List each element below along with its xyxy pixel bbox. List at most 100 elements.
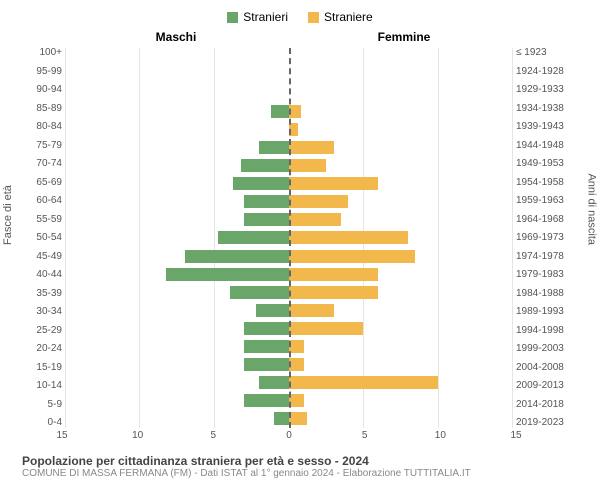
bar-female <box>289 358 304 371</box>
bar-row-male <box>66 141 289 154</box>
bar-male <box>259 141 289 154</box>
bar-female <box>289 177 378 190</box>
bar-row-male <box>66 159 289 172</box>
bar-row-female <box>289 268 512 281</box>
bar-row-female <box>289 286 512 299</box>
bar-female <box>289 286 378 299</box>
chart-legend: Stranieri Straniere <box>22 10 578 24</box>
bar-female <box>289 250 415 263</box>
bar-male <box>218 231 289 244</box>
bar-row-male <box>66 394 289 407</box>
age-group-label: 75-79 <box>22 141 62 151</box>
x-axis: 15105051015 <box>22 430 578 444</box>
age-group-label: 95-99 <box>22 67 62 77</box>
bar-row-female <box>289 358 512 371</box>
chart-title: Popolazione per cittadinanza straniera p… <box>22 454 578 468</box>
bar-male <box>230 286 289 299</box>
swatch-male <box>227 12 238 23</box>
bar-row-male <box>66 412 289 425</box>
bar-row-male <box>66 358 289 371</box>
bar-row-male <box>66 87 289 100</box>
age-group-label: 60-64 <box>22 196 62 206</box>
age-group-label: 45-49 <box>22 252 62 262</box>
age-group-label: 55-59 <box>22 215 62 225</box>
bar-male <box>259 376 289 389</box>
bar-row-female <box>289 69 512 82</box>
age-group-label: 80-84 <box>22 122 62 132</box>
y-axis-title-left: Fasce di età <box>2 185 14 245</box>
bar-row-male <box>66 376 289 389</box>
bar-male <box>233 177 289 190</box>
bar-row-female <box>289 231 512 244</box>
birth-year-label: 1924-1928 <box>516 67 578 77</box>
x-tick-label: 10 <box>132 430 143 441</box>
center-axis-line <box>289 48 291 428</box>
birth-year-label: ≤ 1923 <box>516 48 578 58</box>
birth-year-label: 1974-1978 <box>516 252 578 262</box>
x-tick-label: 0 <box>286 430 292 441</box>
bar-male <box>244 322 289 335</box>
bar-female <box>289 322 363 335</box>
bar-male <box>244 394 289 407</box>
bar-row-female <box>289 87 512 100</box>
bar-row-female <box>289 250 512 263</box>
age-group-label: 100+ <box>22 48 62 58</box>
birth-year-label: 1939-1943 <box>516 122 578 132</box>
birth-year-label: 1979-1983 <box>516 270 578 280</box>
age-group-label: 90-94 <box>22 85 62 95</box>
birth-year-label: 1994-1998 <box>516 326 578 336</box>
bar-female <box>289 412 307 425</box>
y-axis-title-right: Anni di nascita <box>586 173 598 245</box>
chart-area: 100+95-9990-9485-8980-8475-7970-7465-696… <box>22 48 578 428</box>
age-group-label: 30-34 <box>22 307 62 317</box>
age-group-label: 50-54 <box>22 233 62 243</box>
age-group-label: 65-69 <box>22 178 62 188</box>
bar-row-male <box>66 268 289 281</box>
bar-female <box>289 376 438 389</box>
age-group-label: 40-44 <box>22 270 62 280</box>
birth-year-label: 2014-2018 <box>516 400 578 410</box>
age-group-label: 25-29 <box>22 326 62 336</box>
bar-row-male <box>66 123 289 136</box>
birth-year-label: 1954-1958 <box>516 178 578 188</box>
bar-row-male <box>66 340 289 353</box>
legend-label-male: Stranieri <box>243 10 288 24</box>
x-tick-label: 15 <box>56 430 67 441</box>
birth-year-label: 1984-1988 <box>516 289 578 299</box>
birth-year-label: 1929-1933 <box>516 85 578 95</box>
age-group-label: 5-9 <box>22 400 62 410</box>
bar-row-female <box>289 195 512 208</box>
chart-source: COMUNE DI MASSA FERMANA (FM) - Dati ISTA… <box>22 468 578 479</box>
bar-row-female <box>289 123 512 136</box>
header-male: Maschi <box>22 30 290 44</box>
bar-row-female <box>289 159 512 172</box>
bar-male <box>244 213 289 226</box>
bar-row-male <box>66 105 289 118</box>
birth-year-label: 2019-2023 <box>516 418 578 428</box>
birth-year-label: 1934-1938 <box>516 104 578 114</box>
bar-female <box>289 141 334 154</box>
bar-female <box>289 340 304 353</box>
bar-row-female <box>289 340 512 353</box>
bar-male <box>244 340 289 353</box>
bar-female <box>289 394 304 407</box>
column-headers: Maschi Femmine <box>22 30 578 44</box>
bar-male <box>274 412 289 425</box>
bar-row-female <box>289 141 512 154</box>
y-axis-right: ≤ 1923 1924-1928 1929-1933 1934-1938 1939-19… <box>512 48 578 428</box>
bar-row-male <box>66 51 289 64</box>
plot-area <box>66 48 512 428</box>
birth-year-label: 1949-1953 <box>516 159 578 169</box>
bar-row-female <box>289 394 512 407</box>
bar-row-male <box>66 177 289 190</box>
bar-row-male <box>66 322 289 335</box>
age-group-label: 10-14 <box>22 381 62 391</box>
bar-female <box>289 159 326 172</box>
bar-row-male <box>66 304 289 317</box>
bar-male <box>244 195 289 208</box>
age-group-label: 15-19 <box>22 363 62 373</box>
bar-male <box>271 105 289 118</box>
bar-male <box>185 250 289 263</box>
bar-row-female <box>289 412 512 425</box>
age-group-label: 20-24 <box>22 344 62 354</box>
